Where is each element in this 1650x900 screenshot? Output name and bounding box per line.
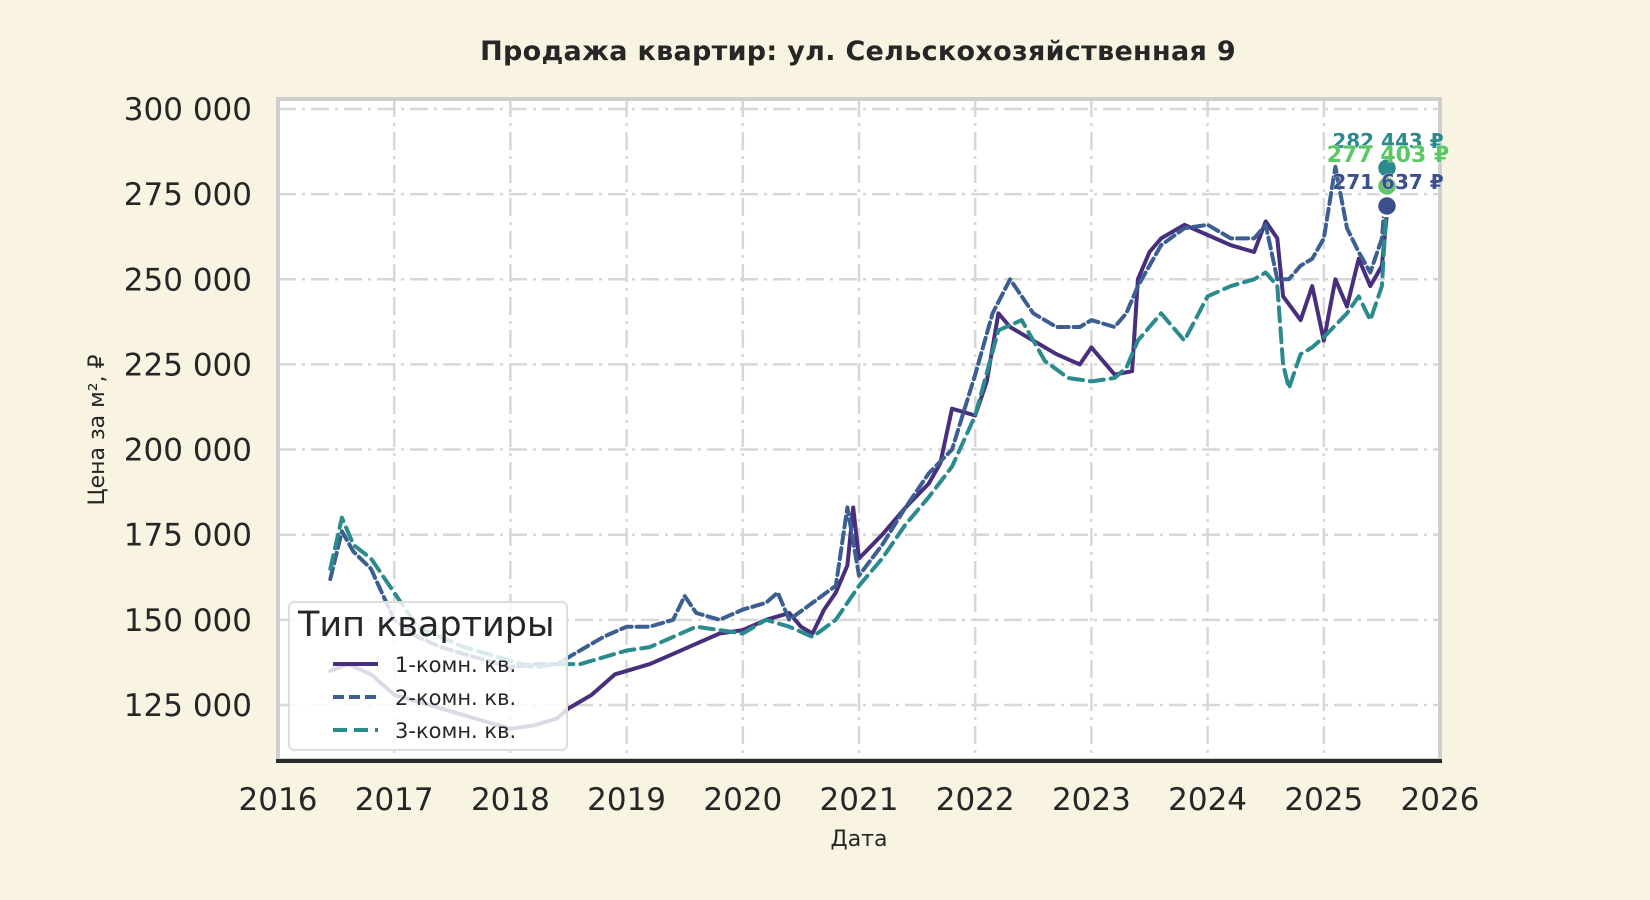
grid-lines xyxy=(278,99,1440,760)
y-tick-label: 200 000 xyxy=(124,433,252,469)
y-tick-label: 225 000 xyxy=(124,347,252,383)
value-annotation: 271 637 ₽ xyxy=(1332,170,1443,194)
y-tick-label: 300 000 xyxy=(124,92,252,128)
x-tick-label: 2021 xyxy=(820,782,899,818)
x-tick-label: 2024 xyxy=(1168,782,1247,818)
x-tick-label: 2018 xyxy=(471,782,550,818)
x-tick-label: 2020 xyxy=(703,782,782,818)
y-axis-ticks: 125 000 150 000 175 000 200 000 225 000 250 0… xyxy=(124,92,252,724)
x-tick-label: 2019 xyxy=(587,782,666,818)
x-tick-label: 2017 xyxy=(355,782,434,818)
legend-entry-label: 1-комн. кв. xyxy=(395,653,516,677)
y-tick-label: 150 000 xyxy=(124,603,252,639)
x-tick-label: 2023 xyxy=(1052,782,1131,818)
value-annotations: 282 443 ₽277 403 ₽271 637 ₽ xyxy=(1326,129,1449,195)
y-tick-label: 275 000 xyxy=(124,177,252,213)
y-tick-label: 250 000 xyxy=(124,262,252,298)
end-markers xyxy=(1375,156,1399,218)
x-tick-label: 2025 xyxy=(1284,782,1363,818)
y-axis-label: Цена за м², ₽ xyxy=(85,354,110,505)
x-tick-label: 2022 xyxy=(936,782,1015,818)
legend-entry-label: 2-комн. кв. xyxy=(395,686,516,710)
x-tick-label: 2026 xyxy=(1401,782,1480,818)
legend-entry-label: 3-комн. кв. xyxy=(395,719,516,743)
y-tick-label: 175 000 xyxy=(124,518,252,554)
end-marker xyxy=(1375,194,1399,218)
value-annotation: 282 443 ₽ xyxy=(1332,129,1443,153)
x-axis-label: Дата xyxy=(831,827,888,852)
legend-box xyxy=(288,601,568,751)
legend: Тип квартиры 1-комн. кв. 2-комн. кв. 3-ком… xyxy=(288,601,568,751)
legend-title: Тип квартиры xyxy=(297,605,555,645)
x-tick-label: 2016 xyxy=(239,782,318,818)
x-axis-ticks: 2016 2017 2018 2019 2020 2021 2022 2023 2024 2025… xyxy=(239,782,1480,818)
y-tick-label: 125 000 xyxy=(124,688,252,724)
value-annotation: 277 403 ₽ xyxy=(1327,143,1449,168)
chart-title: Продажа квартир: ул. Сельскохозяйственна… xyxy=(480,36,1236,67)
